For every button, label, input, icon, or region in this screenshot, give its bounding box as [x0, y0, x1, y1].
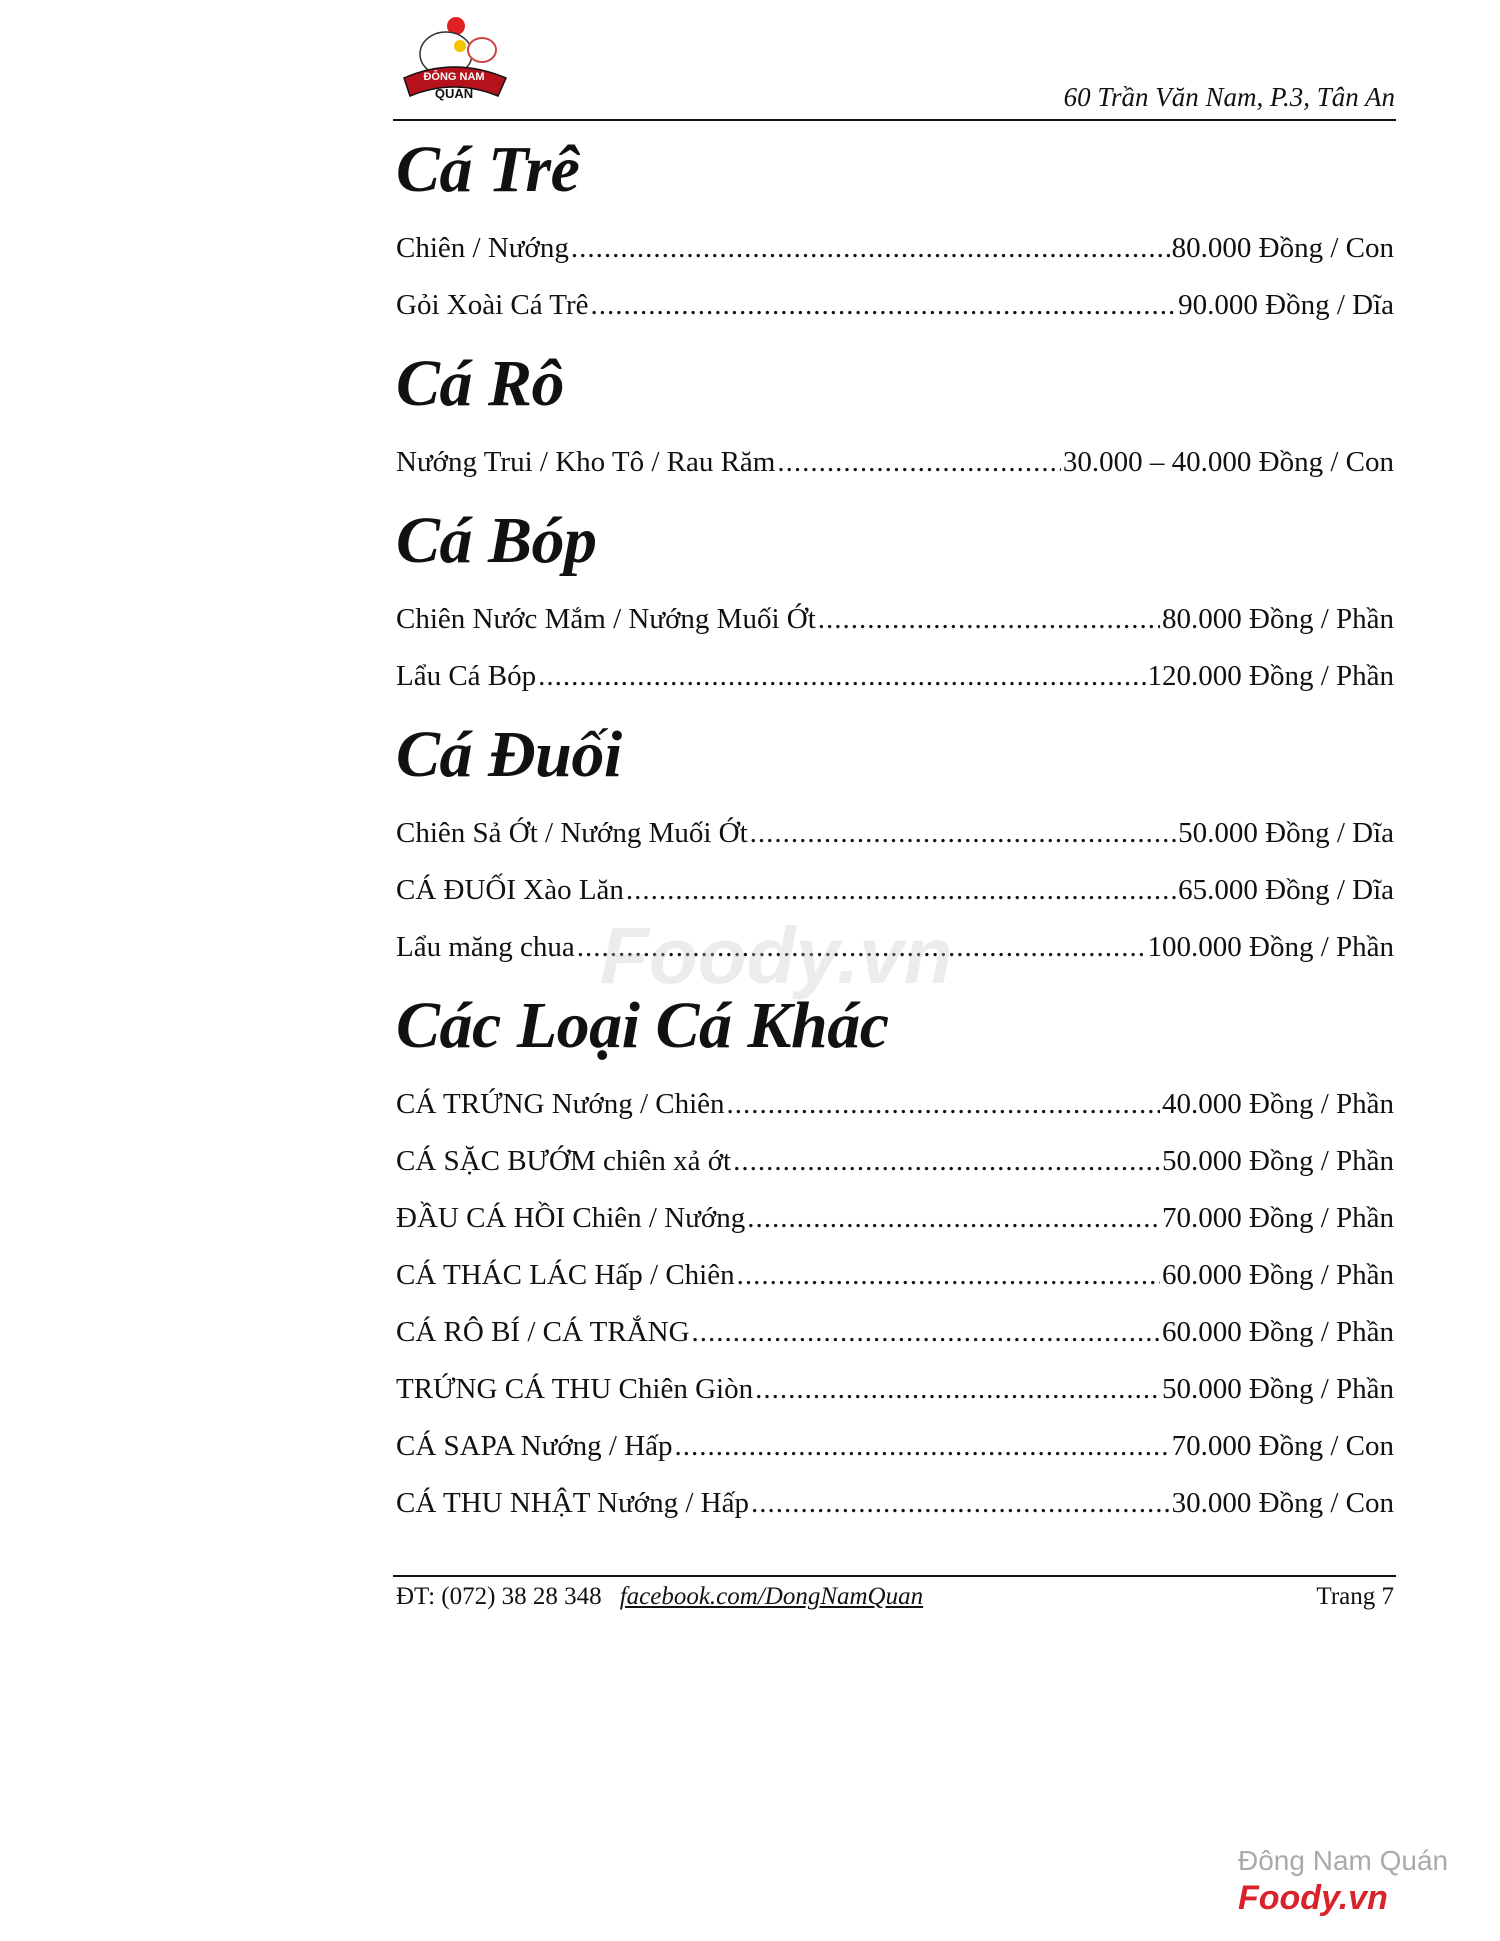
- item-price: 90.000 Đồng / Dĩa: [1178, 289, 1394, 321]
- section-title: Cá Bóp: [396, 504, 597, 577]
- menu-item: CÁ THÁC LÁC Hấp / Chiên 60.000 Đồng / Phầ…: [396, 1247, 1394, 1304]
- facebook-link[interactable]: facebook.com/DongNamQuan: [619, 1583, 924, 1610]
- menu-item: CÁ SẶC BƯỚM chiên xả ớt 50.000 Đồng / Phầ…: [396, 1133, 1394, 1190]
- item-price: 70.000 Đồng / Phần: [1162, 1202, 1394, 1234]
- item-name: CÁ RÔ BÍ / CÁ TRẮNG: [396, 1316, 690, 1348]
- menu-item: Lẩu măng chua 100.000 Đồng / Phần: [396, 919, 1394, 976]
- dot-leader: [750, 805, 1176, 862]
- item-name: Nướng Trui / Kho Tô / Rau Răm: [396, 446, 776, 478]
- menu-item: CÁ ĐUỐI Xào Lăn 65.000 Đồng / Dĩa: [396, 862, 1394, 919]
- item-name: CÁ SẶC BƯỚM chiên xả ớt: [396, 1145, 732, 1177]
- menu-item: CÁ SAPA Nướng / Hấp 70.000 Đồng / Con: [396, 1418, 1394, 1475]
- dot-leader: [591, 277, 1177, 334]
- header-divider: [393, 119, 1396, 121]
- item-price: 40.000 Đồng / Phần: [1162, 1088, 1394, 1120]
- item-name: Chiên Sả Ớt / Nướng Muối Ớt: [396, 817, 748, 849]
- dot-leader: [538, 648, 1145, 705]
- item-price: 100.000 Đồng / Phần: [1147, 931, 1395, 963]
- item-price: 30.000 – 40.000 Đồng / Con: [1062, 446, 1394, 478]
- menu-item: Lẩu Cá Bóp 120.000 Đồng / Phần: [396, 648, 1394, 705]
- item-name: Gỏi Xoài Cá Trê: [396, 289, 589, 321]
- item-name: Chiên / Nướng: [396, 232, 569, 264]
- item-name: CÁ TRỨNG Nướng / Chiên: [396, 1088, 725, 1120]
- item-price: 80.000 Đồng / Phần: [1162, 603, 1394, 635]
- item-price: 50.000 Đồng / Dĩa: [1178, 817, 1394, 849]
- item-price: 80.000 Đồng / Con: [1171, 232, 1394, 264]
- menu-item: Nướng Trui / Kho Tô / Rau Răm 30.000 – 40…: [396, 434, 1394, 491]
- item-name: CÁ ĐUỐI Xào Lăn: [396, 874, 624, 906]
- item-name: CÁ SAPA Nướng / Hấp: [396, 1430, 673, 1462]
- item-name: ĐẦU CÁ HỒI Chiên / Nướng: [396, 1202, 746, 1234]
- menu-item: TRỨNG CÁ THU Chiên Giòn 50.000 Đồng / Phầ…: [396, 1361, 1394, 1418]
- restaurant-logo: ĐÔNG NAM QUÁN: [403, 17, 507, 101]
- section-title: Các Loại Cá Khác: [396, 989, 889, 1062]
- dot-leader: [777, 434, 1061, 491]
- section-title: Cá Trê: [396, 133, 580, 206]
- item-price: 50.000 Đồng / Phần: [1162, 1145, 1394, 1177]
- dot-leader: [818, 591, 1160, 648]
- item-price: 50.000 Đồng / Phần: [1162, 1373, 1394, 1405]
- dot-leader: [755, 1361, 1160, 1418]
- item-name: Chiên Nước Mắm / Nướng Muối Ớt: [396, 603, 816, 635]
- section-title: Cá Rô: [396, 347, 565, 420]
- dot-leader: [571, 220, 1170, 277]
- item-price: 70.000 Đồng / Con: [1171, 1430, 1394, 1462]
- page-number: Trang 7: [1316, 1583, 1394, 1610]
- menu-item: Gỏi Xoài Cá Trê 90.000 Đồng / Dĩa: [396, 277, 1394, 334]
- item-price: 65.000 Đồng / Dĩa: [1178, 874, 1394, 906]
- svg-text:ĐÔNG NAM: ĐÔNG NAM: [423, 70, 484, 83]
- menu-item: CÁ RÔ BÍ / CÁ TRẮNG 60.000 Đồng / Phần: [396, 1304, 1394, 1361]
- menu-item: Chiên Nước Mắm / Nướng Muối Ớt 80.000 Đồn…: [396, 591, 1394, 648]
- item-name: CÁ THU NHẬT Nướng / Hấp: [396, 1487, 749, 1519]
- item-price: 120.000 Đồng / Phần: [1147, 660, 1395, 692]
- menu-item: ĐẦU CÁ HỒI Chiên / Nướng 70.000 Đồng / Ph…: [396, 1190, 1394, 1247]
- footer-divider: [393, 1575, 1396, 1577]
- item-name: Lẩu Cá Bóp: [396, 660, 537, 692]
- menu-item: Chiên Sả Ớt / Nướng Muối Ớt 50.000 Đồng /…: [396, 805, 1394, 862]
- dot-leader: [747, 1190, 1160, 1247]
- address: 60 Trần Văn Nam, P.3, Tân An: [1063, 82, 1395, 112]
- item-price: 30.000 Đồng / Con: [1171, 1487, 1394, 1519]
- menu-item: CÁ TRỨNG Nướng / Chiên 40.000 Đồng / Phần: [396, 1076, 1394, 1133]
- dot-leader: [751, 1475, 1170, 1532]
- section-title: Cá Đuối: [396, 718, 622, 791]
- menu-content: Cá Trê Chiên / Nướng 80.000 Đồng / Con Gỏi …: [396, 126, 1394, 1538]
- item-name: Lẩu măng chua: [396, 931, 575, 963]
- footer: ĐT: (072) 38 28 348 facebook.com/DongNam…: [396, 1583, 1394, 1611]
- item-name: CÁ THÁC LÁC Hấp / Chiên: [396, 1259, 735, 1291]
- dot-leader: [675, 1418, 1170, 1475]
- dot-leader: [727, 1076, 1160, 1133]
- item-price: 60.000 Đồng / Phần: [1162, 1316, 1394, 1348]
- phone: ĐT: (072) 38 28 348: [396, 1583, 602, 1610]
- svg-text:QUÁN: QUÁN: [435, 86, 473, 101]
- item-price: 60.000 Đồng / Phần: [1162, 1259, 1394, 1291]
- menu-item: CÁ THU NHẬT Nướng / Hấp 30.000 Đồng / Con: [396, 1475, 1394, 1532]
- dot-leader: [733, 1133, 1160, 1190]
- foody-logo: Foody.vn: [1238, 1879, 1388, 1917]
- dot-leader: [692, 1304, 1160, 1361]
- restaurant-name: Đông Nam Quán: [1238, 1845, 1449, 1876]
- foody-brand: Đông Nam Quán Foody.vn: [1238, 1845, 1448, 1918]
- item-name: TRỨNG CÁ THU Chiên Giòn: [396, 1373, 754, 1405]
- foody-watermark: Foody.vn: [600, 911, 953, 1000]
- dot-leader: [737, 1247, 1160, 1304]
- menu-item: Chiên / Nướng 80.000 Đồng / Con: [396, 220, 1394, 277]
